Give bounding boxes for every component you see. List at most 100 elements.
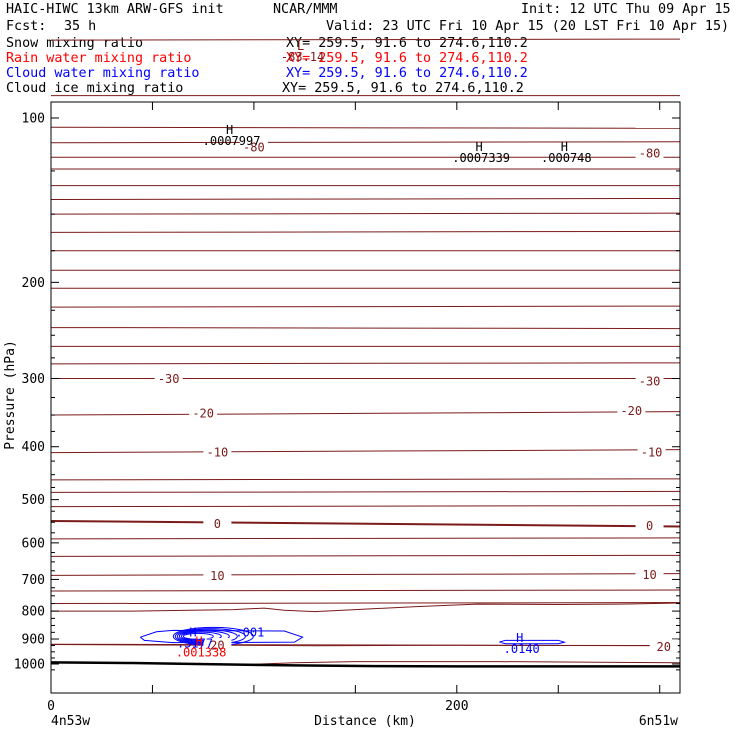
contour-label-bg [617, 403, 646, 417]
isotherm-low [245, 661, 681, 665]
cloud-water-contour [180, 631, 222, 642]
contour-label: 10 [642, 568, 656, 582]
extremum-value: -83.14 [281, 50, 324, 64]
isotherm [50, 602, 681, 605]
fcst-value: 35 h [64, 19, 97, 34]
extrema-labels: L-83.14H.0007997 H.0007339H.000748H.5177H… [176, 39, 592, 660]
contour-label-bg [203, 445, 232, 459]
extremum-value: .000748 [541, 151, 592, 165]
y-tick-label: 900 [22, 633, 45, 648]
contour-label: 10 [210, 569, 224, 583]
isotherm [50, 490, 681, 493]
extremum-marker: H [476, 140, 483, 154]
extremum-marker: L [297, 39, 304, 53]
isotherm--20 [50, 411, 681, 416]
model-title: HAIC-HIWC 13km ARW-GFS init [6, 2, 224, 17]
temperature-contours [50, 38, 681, 665]
extremum-value: .0140 [504, 642, 540, 656]
extremum-value: .0007997 [203, 134, 261, 148]
contour-label: -30 [639, 374, 661, 388]
cloud-water-label: .001 [235, 625, 264, 639]
y-tick-label: 300 [22, 372, 45, 387]
isotherm-0 [50, 519, 681, 528]
contour-label-bg [635, 567, 664, 581]
extremum-value: .0007339 [452, 151, 510, 165]
extremum-marker: H [516, 631, 523, 645]
y-tick-label: 400 [22, 440, 45, 455]
isotherm--10 [50, 449, 681, 454]
isotherm [50, 141, 681, 144]
x-axis-title: Distance (km) [314, 714, 416, 729]
valid-time: Valid: 23 UTC Fri 10 Apr 15 (20 LST Fri … [326, 19, 730, 34]
isotherm [50, 362, 681, 365]
contour-label: -20 [192, 407, 214, 421]
y-tick-label: 100 [22, 112, 45, 127]
contour-label-bg [203, 638, 232, 652]
cloud-water-contour [499, 639, 567, 645]
field-range-cloud-water: XY= 259.5, 91.6 to 274.6,110.2 [286, 66, 528, 81]
contour-label: -30 [158, 372, 180, 386]
extremum-marker: H [189, 625, 196, 639]
contour-labels: -80 -80 -30 -30 -20 -20 -10 -10 0 0 10 10 20 20 .001 [154, 139, 678, 654]
contour-label: -10 [207, 446, 229, 460]
terrain-line [50, 661, 680, 668]
contour-label-bg [203, 568, 232, 582]
init-time: Init: 12 UTC Thu 09 Apr 15 [521, 2, 731, 17]
y-tick-label: 1000 [14, 658, 45, 673]
isotherm [50, 126, 681, 129]
contour-label-bg [635, 373, 664, 387]
contour-label-bg [189, 406, 218, 420]
contour-label-bg [239, 139, 268, 153]
contour-label: -80 [639, 147, 661, 161]
isotherm-wavy [51, 602, 681, 613]
isotherm [50, 537, 681, 540]
extremum-marker: H [196, 635, 203, 649]
isotherm [50, 230, 681, 233]
field-range-rain: XY= 259.5, 91.6 to 274.6,110.2 [286, 51, 528, 66]
field-name-rain: Rain water mixing ratio [6, 51, 192, 66]
y-axis-title: Pressure (hPa) [3, 340, 18, 450]
contour-label-bg [635, 146, 664, 160]
contour-label: 20 [657, 640, 671, 654]
isotherm [50, 197, 681, 200]
isotherm [50, 212, 681, 215]
y-tick-label: 200 [22, 276, 45, 291]
right-endpoint: 6n51w [639, 714, 678, 729]
cloud-water-contour [182, 632, 214, 640]
y-tick-label: 700 [22, 573, 45, 588]
terrain-lines [50, 661, 680, 668]
left-endpoint: 4n53w [51, 714, 90, 729]
y-tick-label: 500 [22, 493, 45, 508]
field-name-cloud-water: Cloud water mixing ratio [6, 66, 200, 81]
isotherm [50, 478, 681, 481]
isotherm [50, 305, 681, 308]
x-tick-label: 0 [47, 699, 55, 714]
contour-label-bg [635, 518, 664, 532]
contour-label: -80 [243, 140, 265, 154]
extremum-value: .001338 [176, 646, 227, 660]
fcst-label: Fcst: [6, 19, 47, 34]
contour-label: 0 [646, 519, 653, 533]
contour-label: -10 [641, 446, 663, 460]
contour-label: -20 [620, 404, 642, 418]
contour-label-bg [154, 371, 183, 385]
isotherm [50, 554, 681, 557]
contour-label: 0 [214, 517, 221, 531]
y-tick-label: 600 [22, 536, 45, 551]
isotherm-10 [50, 573, 681, 576]
extremum-value: .5177 [177, 636, 213, 650]
field-name-cloud-ice: Cloud ice mixing ratio [6, 81, 184, 96]
isotherm [50, 589, 681, 592]
field-range-cloud-ice: XY= 259.5, 91.6 to 274.6,110.2 [282, 81, 524, 96]
contour-label-bg [649, 639, 678, 653]
org-label: NCAR/MMM [273, 2, 338, 17]
isotherm [50, 38, 681, 41]
extremum-marker: H [561, 140, 568, 154]
isotherm [50, 505, 681, 508]
isotherm-low [50, 643, 681, 647]
x-tick-label: 200 [445, 699, 468, 714]
y-tick-label: 800 [22, 605, 45, 620]
cloud-water-contour [139, 629, 304, 644]
